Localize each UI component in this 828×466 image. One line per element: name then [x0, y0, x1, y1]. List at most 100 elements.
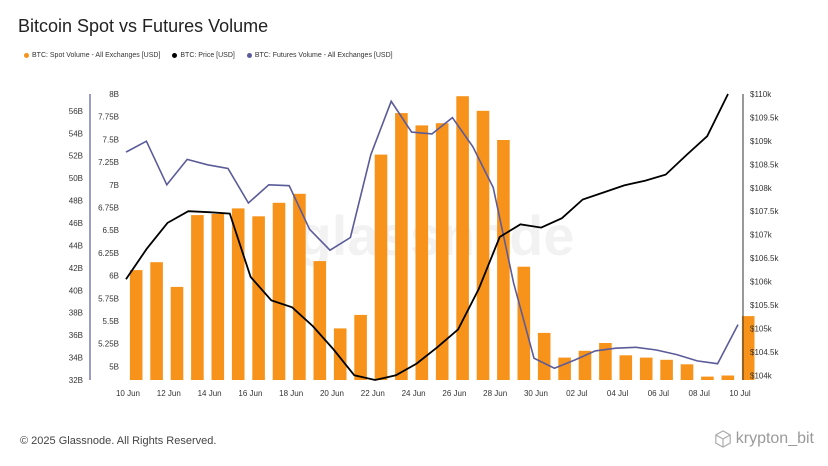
spot-volume-bar-4: [211, 214, 225, 380]
x-tick-label-10: 30 Jun: [524, 389, 548, 398]
spot-volume-bar-6: [252, 216, 265, 380]
left-inner-tick-label-10: 7.5B: [103, 135, 119, 144]
legend: BTC: Spot Volume - All Exchanges [USD] B…: [24, 52, 393, 59]
price-line: [125, 93, 729, 381]
x-tick-label-1: 12 Jun: [157, 389, 181, 398]
left-inner-tick-label-7: 6.75B: [98, 204, 119, 213]
x-tick-label-8: 26 Jun: [442, 389, 466, 398]
spot-volume-bar-2: [170, 286, 184, 380]
left-inner-tick-label-4: 6B: [109, 272, 119, 281]
x-tick-label-12: 04 Jul: [607, 389, 629, 398]
left-outer-tick-label-0: 32B: [69, 376, 83, 385]
spot-volume-bar-14: [415, 125, 429, 381]
spot-volume-bar-25: [639, 357, 653, 380]
x-tick-label-0: 10 Jun: [116, 389, 140, 398]
x-tick-label-15: 10 Jul: [729, 389, 751, 398]
spot-volume-bar-10: [333, 328, 347, 380]
x-tick-label-7: 24 Jun: [402, 389, 426, 398]
left-inner-tick-label-5: 6.25B: [98, 249, 119, 258]
spot-volume-bar-12: [374, 154, 388, 380]
spot-volume-bar-7: [272, 202, 286, 380]
spot-volume-bar-28: [701, 376, 714, 380]
x-tick-label-6: 22 Jun: [361, 389, 385, 398]
x-tick-label-3: 16 Jun: [238, 389, 262, 398]
right-tick-label-5: $106.5k: [750, 254, 779, 263]
spot-volume-bar-9: [313, 261, 327, 380]
spot-volume-bar-26: [660, 359, 673, 380]
x-tick-label-14: 08 Jul: [689, 389, 711, 398]
spot-volume-bar-21: [558, 357, 571, 380]
left-outer-tick-label-3: 38B: [69, 309, 83, 318]
spot-volume-bar-16: [456, 96, 469, 380]
right-tick-label-6: $107k: [750, 231, 773, 240]
left-outer-tick-label-11: 54B: [69, 129, 83, 138]
left-inner-tick-label-6: 6.5B: [103, 226, 119, 235]
right-tick-label-11: $109.5k: [750, 113, 779, 122]
cube-logo-icon: [714, 430, 731, 448]
spot-volume-bar-11: [354, 314, 367, 380]
left-inner-tick-label-12: 8B: [109, 90, 119, 99]
x-tick-label-9: 28 Jun: [483, 389, 507, 398]
left-outer-tick-label-6: 44B: [69, 241, 83, 250]
legend-dot-price: [172, 53, 178, 58]
right-tick-label-4: $106k: [750, 278, 773, 287]
spot-volume-bar-20: [537, 332, 551, 380]
spot-volume-bars: [129, 96, 755, 381]
legend-dot-spot-volume: [24, 53, 29, 58]
left-outer-tick-label-10: 52B: [69, 152, 83, 161]
x-tick-label-13: 06 Jul: [648, 389, 670, 398]
left-inner-tick-label-11: 7.75B: [98, 113, 119, 122]
chart-plot: glassnode 32B34B36B38B40B42B44B46B48B50B…: [69, 90, 780, 398]
author-handle: krypton_bit: [735, 430, 814, 447]
spot-volume-bar-22: [578, 350, 592, 380]
spot-volume-bar-27: [680, 364, 694, 380]
spot-volume-bar-0: [129, 270, 143, 380]
left-inner-tick-label-3: 5.75B: [98, 294, 119, 303]
spot-volume-bar-17: [476, 110, 490, 381]
left-outer-tick-label-4: 40B: [69, 286, 83, 295]
left-outer-tick-label-7: 46B: [69, 219, 83, 228]
right-tick-label-10: $109k: [750, 137, 773, 146]
spot-volume-bar-3: [191, 215, 204, 380]
legend-item-futures-volume[interactable]: BTC: Futures Volume - All Exchanges [USD…: [246, 52, 393, 59]
legend-label-spot-volume: BTC: Spot Volume - All Exchanges [USD]: [32, 52, 161, 59]
right-tick-label-3: $105.5k: [750, 301, 779, 310]
right-tick-label-0: $104k: [750, 371, 773, 380]
copyright-footer: © 2025 Glassnode. All Rights Reserved.: [20, 435, 217, 447]
spot-volume-bar-18: [497, 140, 510, 380]
legend-dot-futures-volume: [246, 53, 252, 58]
x-tick-label-11: 02 Jul: [566, 389, 588, 398]
author-watermark: krypton_bit: [714, 430, 814, 448]
spot-volume-bar-13: [395, 113, 408, 380]
right-tick-label-12: $110k: [750, 90, 772, 99]
left-outer-tick-label-8: 48B: [69, 197, 83, 206]
left-inner-tick-label-2: 5.5B: [103, 317, 119, 326]
futures-volume-line: [125, 99, 739, 370]
left-outer-tick-label-1: 34B: [69, 354, 83, 363]
series-lines: [125, 93, 739, 381]
legend-label-price: BTC: Price [USD]: [180, 52, 235, 59]
right-tick-label-8: $108k: [750, 184, 773, 193]
spot-volume-bar-1: [150, 262, 163, 380]
spot-volume-bar-5: [231, 208, 245, 380]
left-inner-tick-label-1: 5.25B: [98, 340, 119, 349]
left-inner-tick-label-9: 7.25B: [98, 158, 119, 167]
left-inner-tick-label-0: 5B: [109, 362, 119, 371]
left-inner-tick-label-8: 7B: [109, 181, 119, 190]
right-tick-label-1: $104.5k: [750, 348, 779, 357]
spot-volume-bar-30: [741, 316, 755, 380]
x-tick-label-2: 14 Jun: [198, 389, 222, 398]
spot-volume-bar-8: [293, 193, 306, 380]
chart-axes: 32B 34B 36B 38B 40B 42B 44B 46B 48B 50B 52B 54B 56B 5…: [69, 90, 780, 398]
spot-volume-bar-29: [721, 375, 735, 380]
right-tick-label-9: $108.5k: [750, 160, 779, 169]
chart-title: Bitcoin Spot vs Futures Volume: [18, 16, 269, 36]
left-outer-tick-label-5: 42B: [69, 264, 83, 273]
x-tick-label-4: 18 Jun: [279, 389, 303, 398]
spot-volume-bar-15: [435, 123, 449, 380]
left-outer-tick-label-12: 56B: [69, 107, 83, 116]
left-outer-tick-label-9: 50B: [69, 174, 83, 183]
legend-item-price[interactable]: BTC: Price [USD]: [172, 52, 235, 59]
x-tick-label-5: 20 Jun: [320, 389, 344, 398]
legend-item-spot-volume[interactable]: BTC: Spot Volume - All Exchanges [USD]: [24, 52, 160, 59]
